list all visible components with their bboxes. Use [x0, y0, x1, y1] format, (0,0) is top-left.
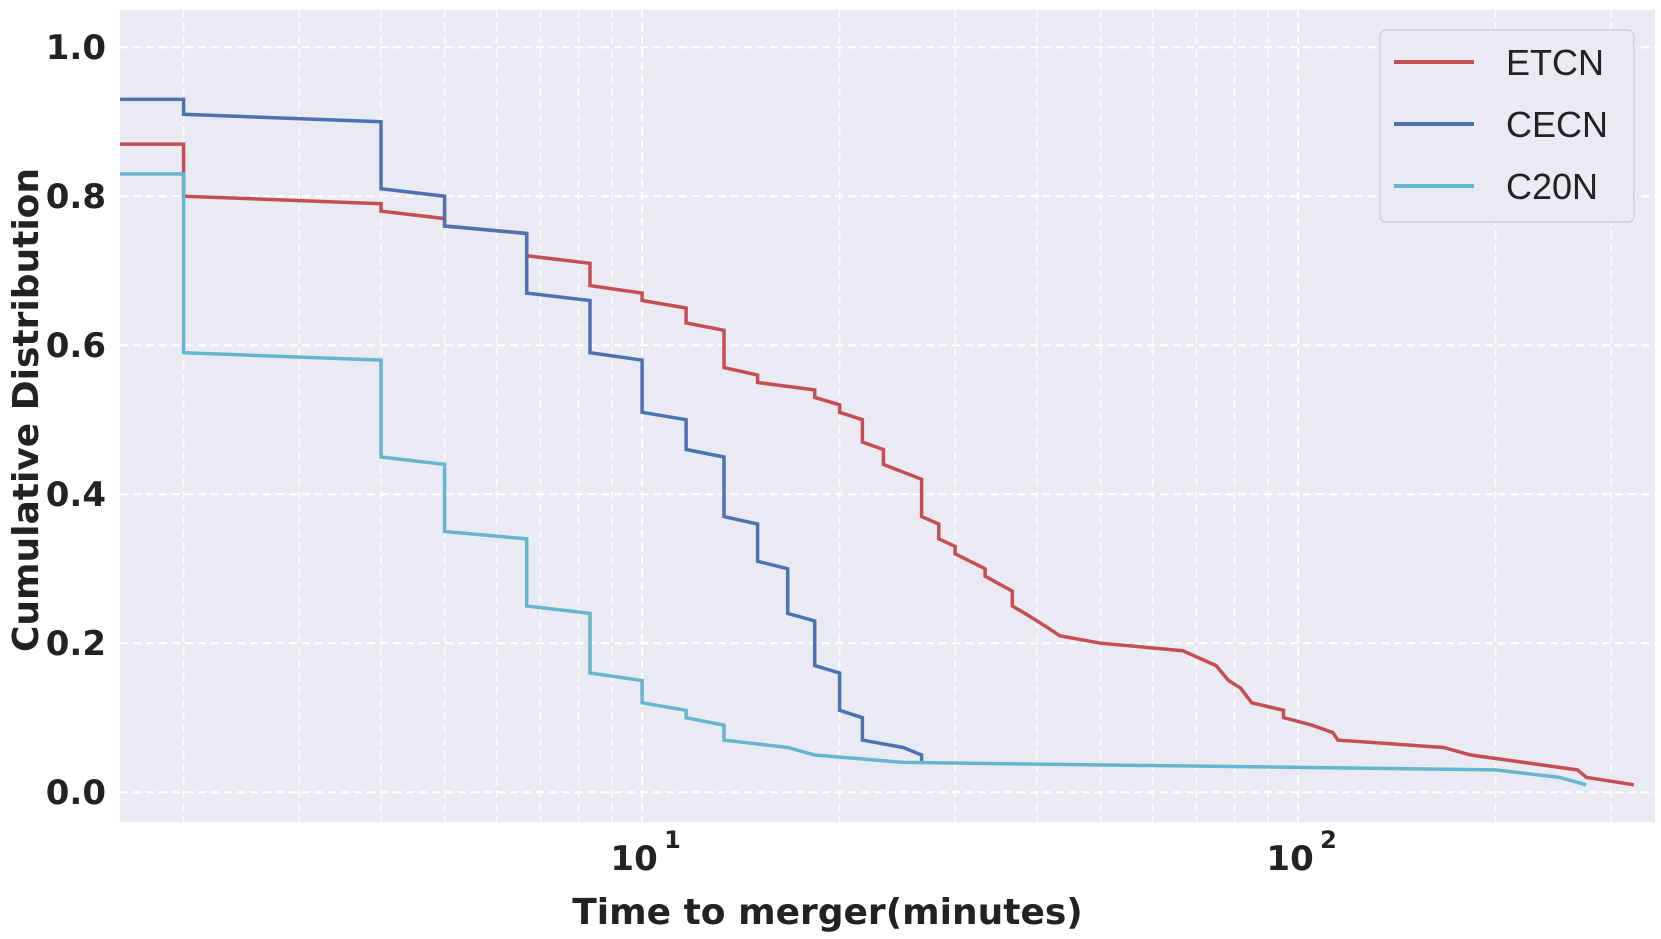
series-line-c20n: [120, 172, 1587, 787]
x-tick-labels: 10 1 10 2: [610, 826, 1336, 879]
y-tick-label: 1.0: [46, 28, 106, 68]
x-tick-label: 10 1: [610, 826, 680, 879]
x-tick-base: 10: [1266, 839, 1313, 879]
legend: ETCN CECN C20N: [1379, 29, 1635, 223]
series-layer: [120, 97, 1635, 787]
x-tick-exponent: 2: [1320, 826, 1337, 854]
y-tick-label: 0.6: [46, 326, 106, 366]
y-tick-labels: 0.0 0.2 0.4 0.6 0.8 1.0: [46, 28, 106, 813]
x-tick-exponent: 1: [664, 826, 681, 854]
y-axis-title: Cumulative Distribution: [6, 168, 47, 652]
y-tick-label: 0.0: [46, 773, 106, 813]
legend-item-c20n: C20N: [1394, 166, 1598, 207]
x-tick-base: 10: [610, 839, 657, 879]
y-tick-label: 0.2: [46, 624, 106, 664]
y-tick-label: 0.8: [46, 177, 106, 217]
y-tick-label: 0.4: [46, 475, 106, 515]
legend-label: C20N: [1506, 166, 1598, 207]
legend-frame: [1379, 29, 1635, 223]
legend-label: CECN: [1506, 104, 1608, 145]
series-line-cecn: [120, 97, 924, 763]
series-line-etcn: [120, 142, 1635, 787]
x-tick-label: 10 2: [1266, 826, 1336, 879]
legend-item-cecn: CECN: [1394, 104, 1608, 145]
legend-label: ETCN: [1506, 42, 1604, 83]
legend-item-etcn: ETCN: [1394, 42, 1604, 83]
x-axis-title: Time to merger(minutes): [572, 892, 1083, 933]
